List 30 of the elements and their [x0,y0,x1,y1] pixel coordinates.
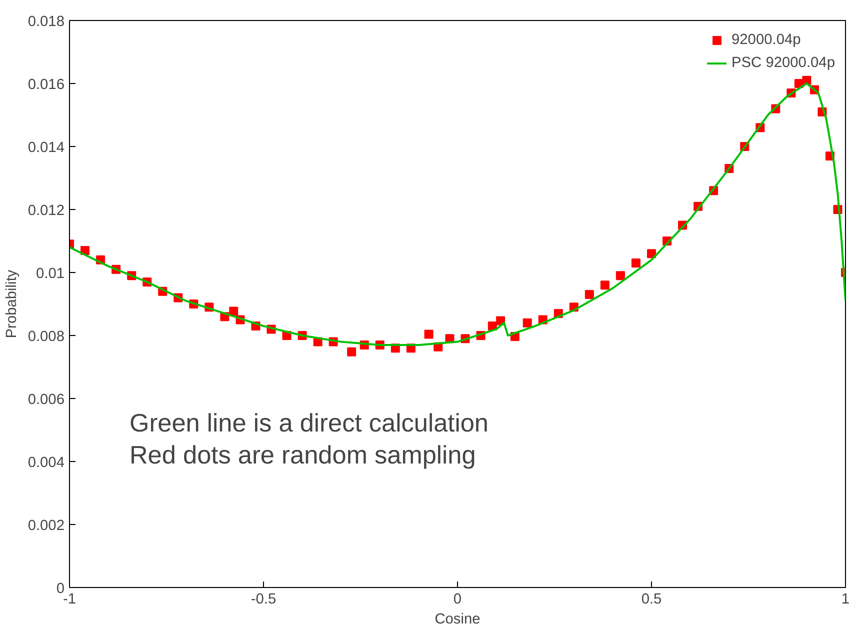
x-axis-title: Cosine [434,612,480,628]
annotation: Red dots are random sampling [130,442,476,470]
point [647,249,656,258]
y-tick-label: 0.018 [28,14,65,30]
point [347,347,356,356]
y-tick-label: 0.016 [28,77,65,93]
point [584,290,594,300]
point [600,280,610,290]
x-tick-label: 0 [453,592,462,608]
y-tick-label: 0 [56,581,65,597]
point [424,330,434,339]
y-tick-label: 0.004 [28,455,65,471]
y-axis-title: Probability [4,269,20,338]
point [616,271,625,280]
y-tick-label: 0.014 [28,140,65,156]
x-tick-label: 0.5 [641,592,662,608]
point [522,318,532,328]
point [229,306,238,316]
y-tick-label: 0.002 [28,518,65,534]
y-tick-label: 0.01 [36,266,65,282]
y-tick-label: 0.008 [28,329,65,345]
point [631,258,640,268]
annotation: Green line is a direct calculation [130,410,488,438]
legend-label: PSC 92000.04p [732,55,835,71]
y-tick-label: 0.012 [28,203,65,219]
x-tick-label: 1 [841,592,850,608]
y-tick-label: 0.006 [28,392,65,408]
x-tick-label: -0.5 [250,592,276,608]
legend-label: 92000.04p [732,32,801,48]
x-tick-label: -1 [62,592,76,608]
